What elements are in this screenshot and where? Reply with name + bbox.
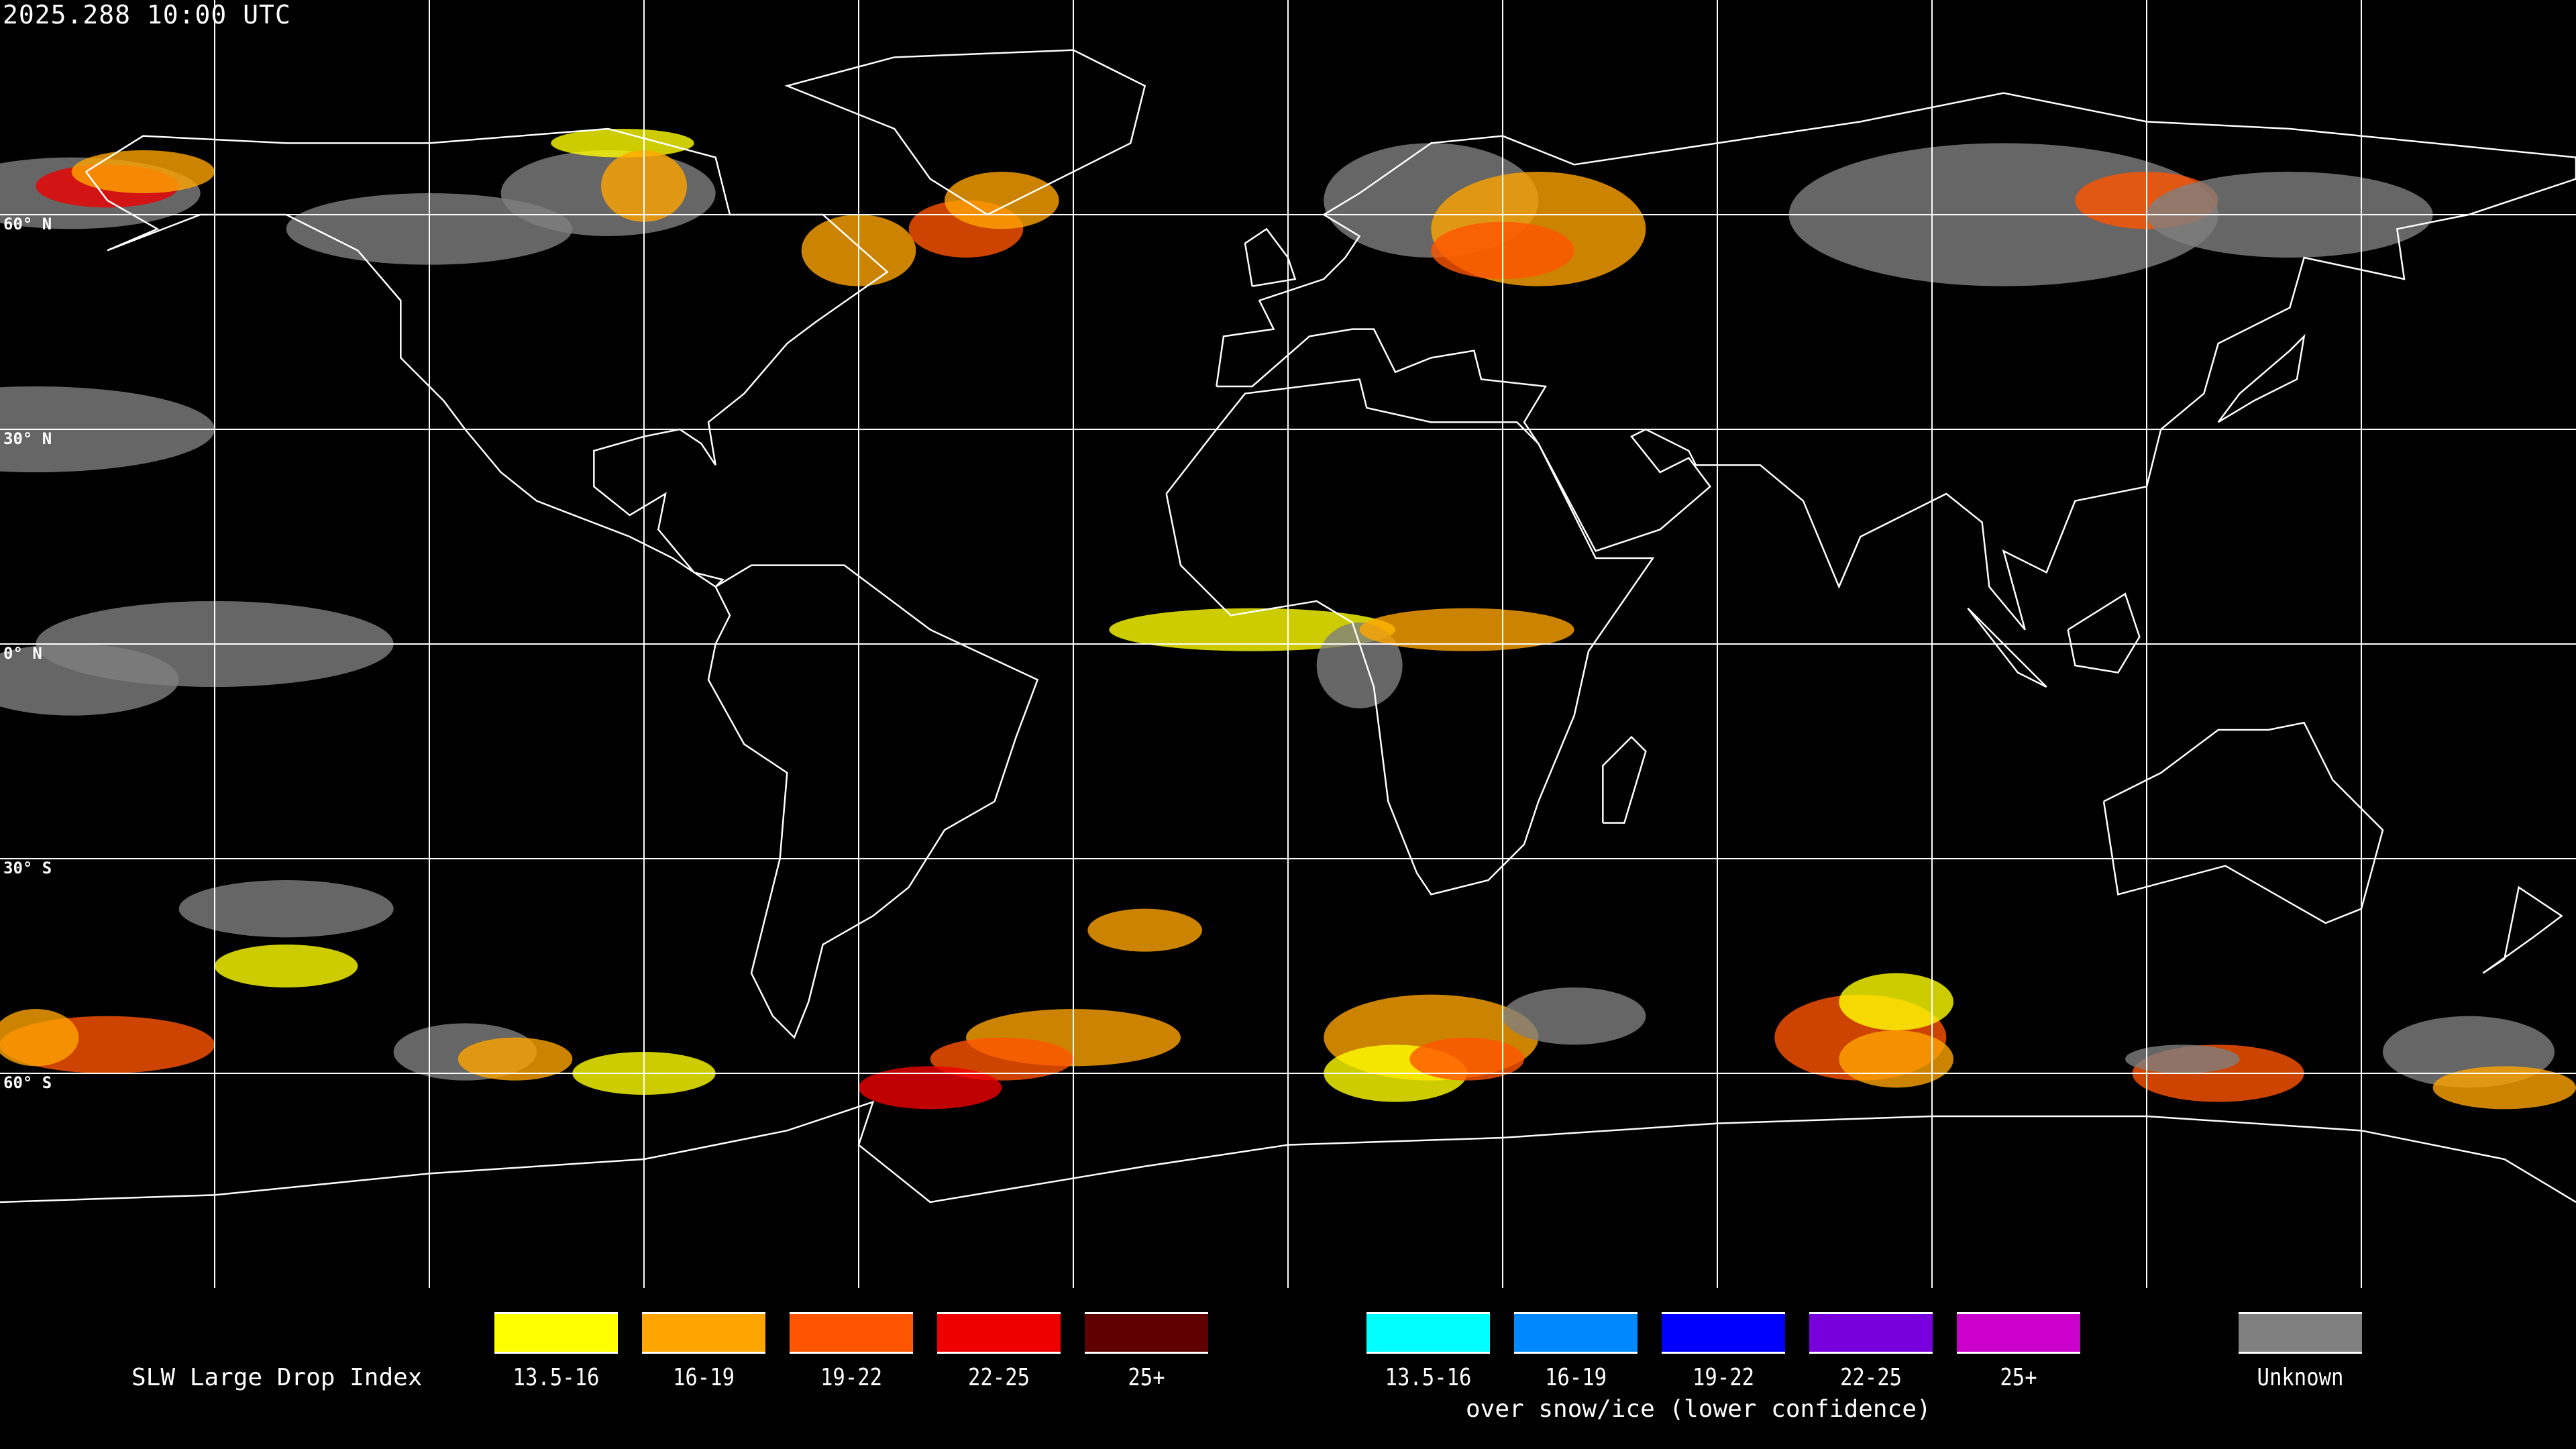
legend-standard-3-swatch [937,1312,1061,1354]
legend-unknown-swatch [2239,1312,2362,1354]
legend-snowice-4-swatch [1957,1312,2080,1354]
legend-standard-0-label: 13.5-16 [513,1364,600,1391]
coastline-australia [2102,721,2384,924]
timestamp: 2025.288 10:00 UTC [3,0,291,30]
legend-snowice-2-swatch [1662,1312,1785,1354]
cloud-patch [214,944,358,988]
legend-snowice-3-swatch [1809,1312,1933,1354]
cloud-patch [1839,973,1954,1031]
cloud-patch [0,644,179,716]
lat-label-0: 0° N [3,644,42,663]
legend-standard-0-swatch [494,1312,618,1354]
cloud-patch [1409,1037,1525,1081]
lat-label-60s: 60° S [3,1073,52,1092]
lat-label-60n: 60° N [3,215,52,233]
legend-title: SLW Large Drop Index [131,1364,423,1391]
cloud-patch [1359,608,1574,651]
legend-snowice-3-label: 22-25 [1839,1364,1902,1391]
legend-standard-1-swatch [642,1312,765,1354]
coastline-antarctica [0,1100,2576,1203]
graticule [0,0,2576,1288]
cloud-patch [1839,1030,1954,1088]
lat-label-30n: 30° N [3,429,52,448]
cloud-patch [551,128,694,158]
cloud-patch [0,1009,79,1067]
cloud-patch [858,1066,1002,1110]
cloud-patch [458,1037,573,1081]
coastline-borneo [2067,592,2141,674]
legend-standard-2-swatch [790,1312,913,1354]
cloud-patch [1109,608,1396,651]
legend-standard-1-label: 16-19 [672,1364,735,1391]
legend-standard-4-label: 25+ [1128,1364,1165,1391]
coastline-africa [1165,378,1655,896]
coastline-madagascar [1602,735,1647,824]
legend-standard-3-label: 22-25 [967,1364,1030,1391]
legend-standard-2-label: 19-22 [820,1364,883,1391]
cloud-patch [944,171,1059,229]
cloud-patch [1087,908,1203,952]
legend-standard-4-swatch [1085,1312,1208,1354]
coastline-southamerica [707,564,1039,1039]
snow-ice-caption: over snow/ice (lower confidence) [1466,1395,1931,1423]
lat-label-30s: 30° S [3,859,52,877]
cloud-patch [1502,987,1646,1045]
cloud-patch [2432,1066,2576,1110]
cloud-patch [71,150,215,194]
legend-unknown-label: Unknown [2257,1364,2344,1391]
legend-snowice-2-label: 19-22 [1692,1364,1755,1391]
coastline-sumatra [1967,607,2047,688]
legend-snowice-0-label: 13.5-16 [1385,1364,1472,1391]
world-map [0,0,2576,1288]
coastline-nz [2482,885,2563,974]
legend-snowice-0-swatch [1366,1312,1490,1354]
coastline-japan [2217,333,2306,423]
cloud-patch [178,879,394,938]
legend-snowice-4-label: 25+ [2000,1364,2037,1391]
legend-snowice-1-swatch [1514,1312,1638,1354]
legend-snowice-1-label: 16-19 [1544,1364,1607,1391]
cloud-patch [2125,1044,2240,1074]
